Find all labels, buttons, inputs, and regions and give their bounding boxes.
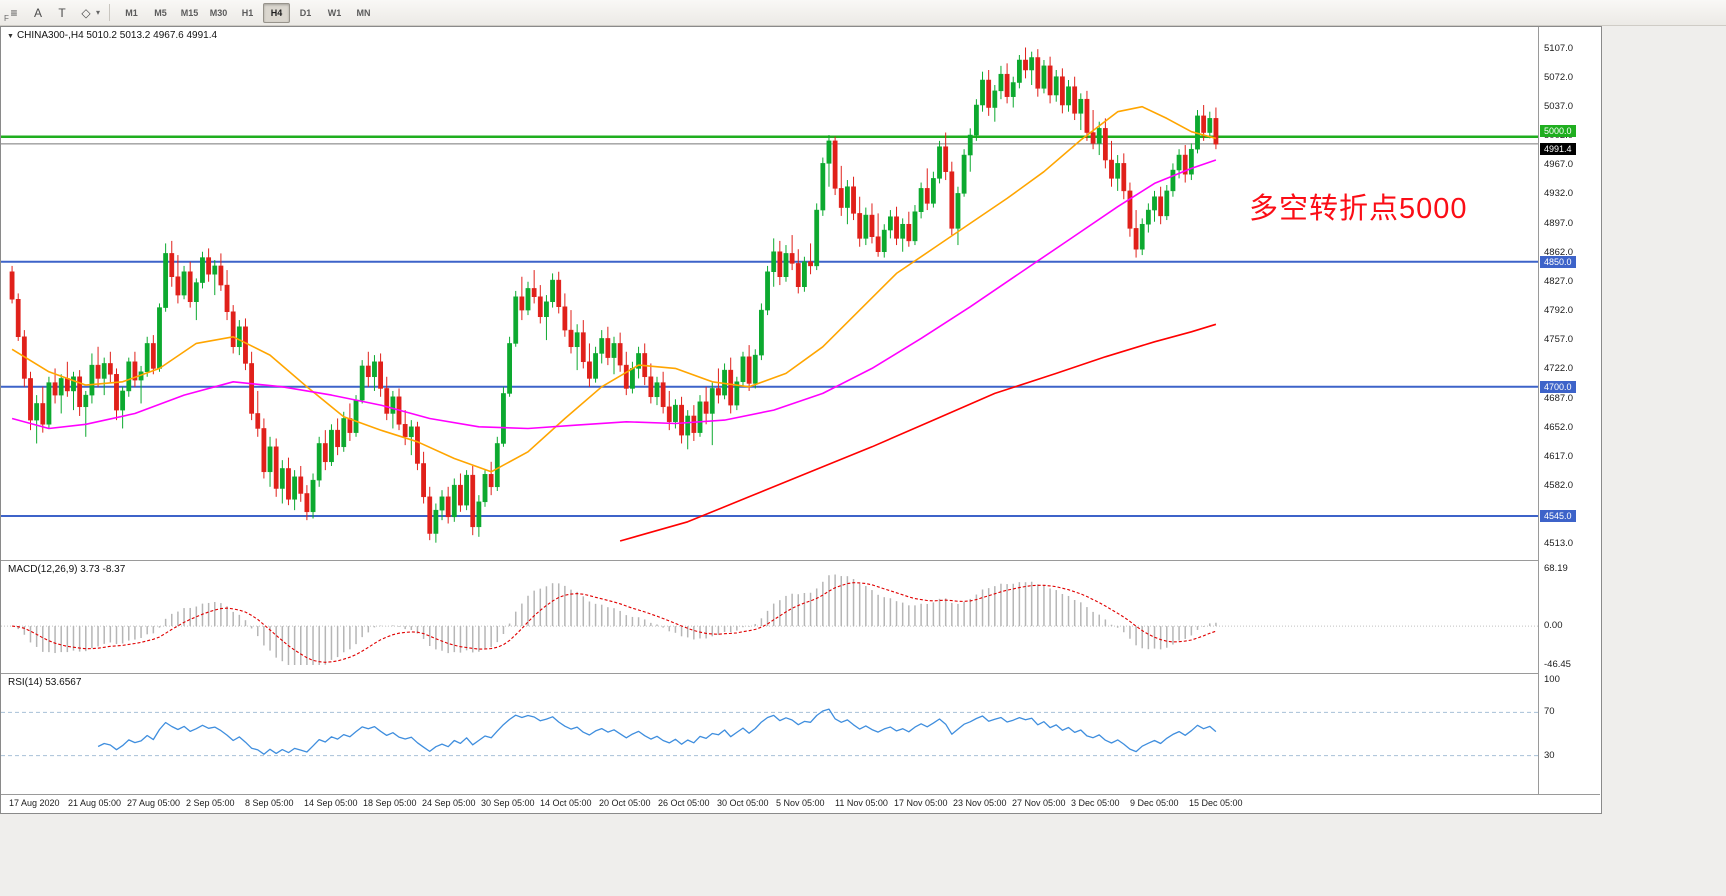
rsi-panel[interactable]: RSI(14) 53.6567: [1, 673, 1538, 794]
timeframe-button-h1[interactable]: H1: [241, 7, 254, 18]
macd-panel[interactable]: MACD(12,26,9) 3.73 -8.37: [1, 560, 1538, 673]
toolbar-separator: [109, 4, 111, 21]
chart-title-text: CHINA300-,H4 5010.2 5013.2 4967.6 4991.4: [16, 30, 218, 41]
price-tick: 4722.0: [1544, 363, 1574, 375]
tool-button-group: ≡ A T ◇: [2, 2, 98, 24]
timeframe-button-d1[interactable]: D1: [299, 7, 312, 18]
macd-chart[interactable]: [1, 561, 1538, 673]
time-label: 5 Nov 05:00: [776, 798, 825, 808]
chart-window-icon[interactable]: ≡: [10, 5, 18, 20]
main-chart-panel[interactable]: ▼ CHINA300-,H4 5010.2 5013.2 4967.6 4991.…: [1, 27, 1538, 559]
time-label: 3 Dec 05:00: [1071, 798, 1120, 808]
price-level-badge: 4850.0: [1540, 255, 1576, 268]
price-level-badge: 4700.0: [1540, 380, 1576, 393]
price-tick: 4687.0: [1544, 392, 1574, 404]
chart-annotation-text: 多空转折点5000: [1249, 193, 1468, 225]
rsi-tick: 100: [1544, 674, 1560, 685]
shapes-dropdown-icon[interactable]: ▾: [96, 8, 101, 17]
timeframe-button-m30[interactable]: M30: [209, 7, 228, 18]
time-label: 24 Sep 05:00: [422, 798, 476, 808]
cursor-tool[interactable]: A: [33, 5, 42, 20]
price-tick: 4932.0: [1544, 188, 1574, 200]
timeframe-button-w1[interactable]: W1: [327, 7, 342, 18]
price-tick: 4757.0: [1544, 334, 1574, 346]
macd-tick: 68.19: [1544, 563, 1568, 574]
macd-tick: -46.45: [1544, 659, 1571, 670]
rsi-label: RSI(14) 53.6567: [8, 677, 82, 688]
timeframe-button-mn[interactable]: MN: [356, 7, 371, 18]
time-label: 14 Oct 05:00: [540, 798, 592, 808]
timeframe-button-h4[interactable]: H4: [263, 2, 291, 23]
price-tick: 4617.0: [1544, 450, 1574, 462]
time-label: 27 Nov 05:00: [1012, 798, 1066, 808]
time-label: 2 Sep 05:00: [186, 798, 235, 808]
time-label: 14 Sep 05:00: [304, 798, 358, 808]
time-label: 9 Dec 05:00: [1130, 798, 1179, 808]
price-tick: 5107.0: [1544, 42, 1574, 54]
price-tick: 4582.0: [1544, 480, 1574, 492]
text-tool[interactable]: T: [58, 5, 66, 20]
time-label: 26 Oct 05:00: [658, 798, 710, 808]
rsi-tick: 30: [1544, 749, 1555, 761]
timeframe-button-m5[interactable]: M5: [154, 7, 167, 18]
time-label: 23 Nov 05:00: [953, 798, 1007, 808]
time-label: 17 Aug 2020: [9, 798, 60, 808]
time-label: 20 Oct 05:00: [599, 798, 651, 808]
time-label: 11 Nov 05:00: [835, 798, 888, 808]
price-axis[interactable]: 5107.05072.05037.05002.04967.04932.04897…: [1538, 27, 1601, 794]
time-label: 8 Sep 05:00: [245, 798, 294, 808]
rsi-tick: 70: [1544, 706, 1555, 718]
chart-dropdown-icon[interactable]: ▼: [7, 33, 14, 40]
price-level-badge: 4545.0: [1540, 509, 1576, 522]
time-axis[interactable]: 17 Aug 2020 21 Aug 05:00 27 Aug 05:00 2 Sep…: [1, 794, 1600, 813]
time-label: 30 Oct 05:00: [717, 798, 769, 808]
price-tick: 4967.0: [1544, 159, 1574, 171]
toolbar-f-label: F: [4, 14, 9, 23]
timeframe-button-group: M1 M5 M15 M30 H1 H4 D1 W1 MN: [117, 2, 378, 23]
price-tick: 5037.0: [1544, 100, 1574, 112]
time-label: 27 Aug 05:00: [127, 798, 181, 808]
chart-title: ▼ CHINA300-,H4 5010.2 5013.2 4967.6 4991.…: [7, 30, 217, 41]
candlestick-chart[interactable]: [1, 27, 1538, 559]
time-label: 18 Sep 05:00: [363, 798, 417, 808]
price-tick: 4827.0: [1544, 275, 1574, 287]
price-tick: 4792.0: [1544, 305, 1574, 317]
price-level-badge: 5000.0: [1540, 124, 1576, 137]
time-label: 17 Nov 05:00: [894, 798, 948, 808]
macd-label: MACD(12,26,9) 3.73 -8.37: [8, 564, 126, 575]
price-tick: 4862.0: [1544, 246, 1574, 258]
timeframe-button-m1[interactable]: M1: [125, 7, 138, 18]
time-label: 30 Sep 05:00: [481, 798, 535, 808]
price-tick: 5072.0: [1544, 71, 1574, 83]
price-tick: 4652.0: [1544, 421, 1574, 433]
price-tick: 4897.0: [1544, 217, 1574, 229]
timeframe-button-m15[interactable]: M15: [180, 7, 199, 18]
top-toolbar: ≡ A T ◇ ▾ M1 M5 M15 M30 H1 H4 D1 W1 MN F: [0, 0, 1726, 26]
time-label: 15 Dec 05:00: [1189, 798, 1243, 808]
price-tick: 4513.0: [1544, 537, 1574, 549]
shapes-tool[interactable]: ◇: [81, 5, 91, 20]
rsi-chart[interactable]: [1, 674, 1538, 794]
time-label: 21 Aug 05:00: [68, 798, 122, 808]
price-level-badge: 4991.4: [1540, 142, 1576, 155]
macd-tick: 0.00: [1544, 620, 1563, 632]
chart-window: ▼ CHINA300-,H4 5010.2 5013.2 4967.6 4991.…: [0, 26, 1602, 814]
